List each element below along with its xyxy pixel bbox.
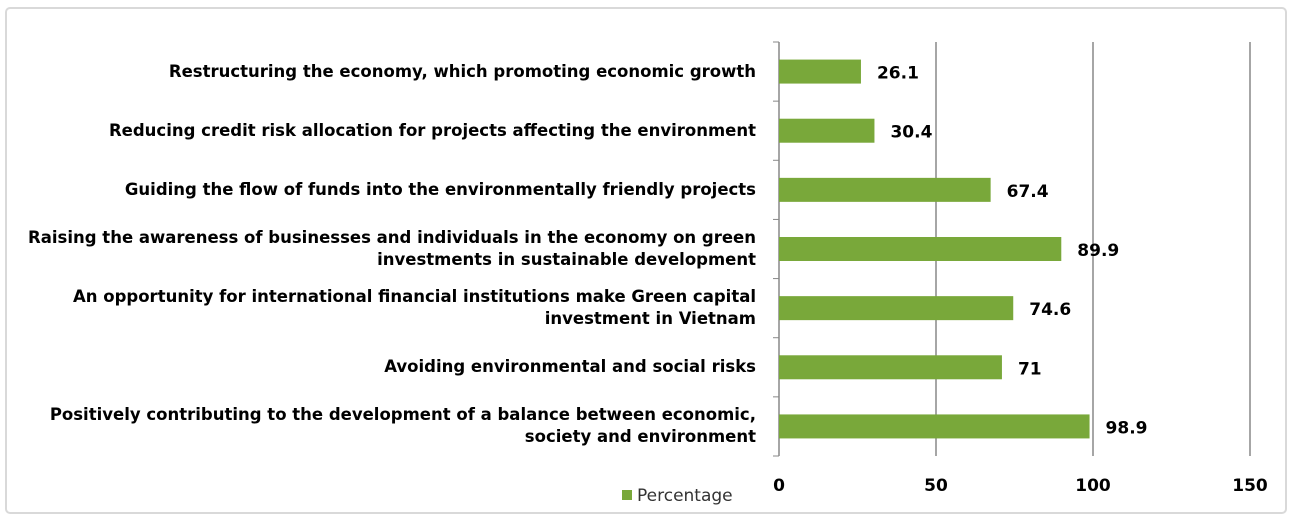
- bar: [779, 177, 991, 202]
- value-label: 74.6: [1029, 300, 1071, 320]
- x-tick-label: 50: [924, 476, 948, 496]
- value-label: 89.9: [1077, 241, 1119, 261]
- value-label: 26.1: [877, 64, 919, 84]
- category-label: Guiding the flow of funds into the envir…: [124, 179, 756, 199]
- x-tick-label: 0: [773, 476, 785, 496]
- category-label: Restructuring the economy, which promoti…: [168, 61, 756, 81]
- category-label: Raising the awareness of businesses and …: [28, 228, 756, 269]
- category-label: Avoiding environmental and social risks: [384, 357, 756, 377]
- category-label: Positively contributing to the developme…: [49, 405, 756, 447]
- bar: [779, 59, 861, 84]
- bar: [779, 118, 875, 143]
- bar: [779, 296, 1014, 321]
- category-label: Reducing credit risk allocation for proj…: [108, 120, 756, 140]
- frame: [5, 7, 1287, 514]
- x-tick-label: 100: [1075, 476, 1111, 496]
- legend-label: Percentage: [637, 486, 733, 506]
- bar: [779, 237, 1062, 261]
- bar: [779, 355, 1002, 380]
- value-label: 71: [1018, 359, 1042, 379]
- value-label: 30.4: [890, 123, 932, 143]
- category-label: An opportunity for international financi…: [73, 287, 756, 329]
- value-label: 98.9: [1106, 418, 1148, 438]
- x-tick-label: 150: [1232, 476, 1268, 496]
- legend-swatch: [622, 490, 632, 500]
- value-label: 67.4: [1007, 182, 1049, 202]
- bar: [779, 414, 1090, 439]
